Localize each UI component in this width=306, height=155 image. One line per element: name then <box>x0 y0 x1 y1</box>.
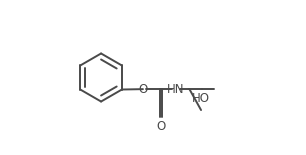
Text: HN: HN <box>167 83 184 96</box>
Text: O: O <box>138 83 147 96</box>
Text: O: O <box>156 120 166 133</box>
Text: HO: HO <box>192 92 210 105</box>
